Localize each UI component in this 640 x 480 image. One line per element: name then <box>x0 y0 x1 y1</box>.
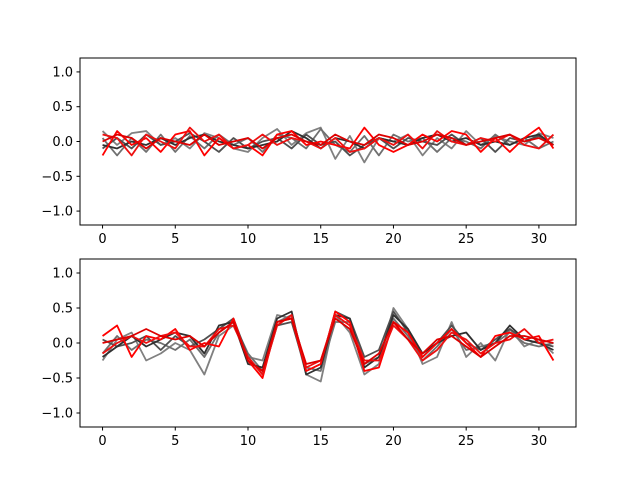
y-tick-label: 1.0 <box>52 267 73 282</box>
series-line-6 <box>102 317 554 372</box>
y-tick-label: −0.5 <box>41 170 73 185</box>
y-tick-label: 0.5 <box>52 100 73 115</box>
y-tick-label: 0.0 <box>52 337 73 352</box>
top-subplot: 0 5 10 15 20 25 30 −1.0 −0.5 0.0 0.5 1.0 <box>41 57 577 247</box>
x-tick-label: 5 <box>171 434 179 449</box>
x-tick-label: 25 <box>458 232 475 247</box>
bottom-subplot: 0 5 10 15 20 25 30 −1.0 −0.5 0.0 0.5 1.0 <box>41 258 577 449</box>
x-tick-label: 20 <box>385 232 402 247</box>
y-tick-label: 0.0 <box>52 135 73 150</box>
series-line-5 <box>102 126 555 157</box>
x-tick-label: 15 <box>312 232 329 247</box>
x-tick-label: 30 <box>531 232 548 247</box>
x-tick-label: 15 <box>312 434 329 449</box>
y-tick-label: 0.5 <box>52 302 73 317</box>
x-tick-label: 30 <box>531 434 548 449</box>
series-line-3 <box>102 310 554 376</box>
y-tick-label: −1.0 <box>41 407 73 422</box>
x-tick-label: 10 <box>240 434 257 449</box>
x-tick-label: 0 <box>98 434 106 449</box>
y-tick-label: −0.5 <box>41 372 73 387</box>
y-tick-label: 1.0 <box>52 65 73 80</box>
y-tick-label: −1.0 <box>41 205 73 220</box>
x-tick-label: 10 <box>240 232 257 247</box>
x-tick-label: 0 <box>98 232 106 247</box>
series-line-6 <box>102 133 554 150</box>
series-line-1 <box>101 128 554 157</box>
x-tick-label: 25 <box>458 434 475 449</box>
x-tick-label: 5 <box>171 232 179 247</box>
x-tick-label: 20 <box>385 434 402 449</box>
